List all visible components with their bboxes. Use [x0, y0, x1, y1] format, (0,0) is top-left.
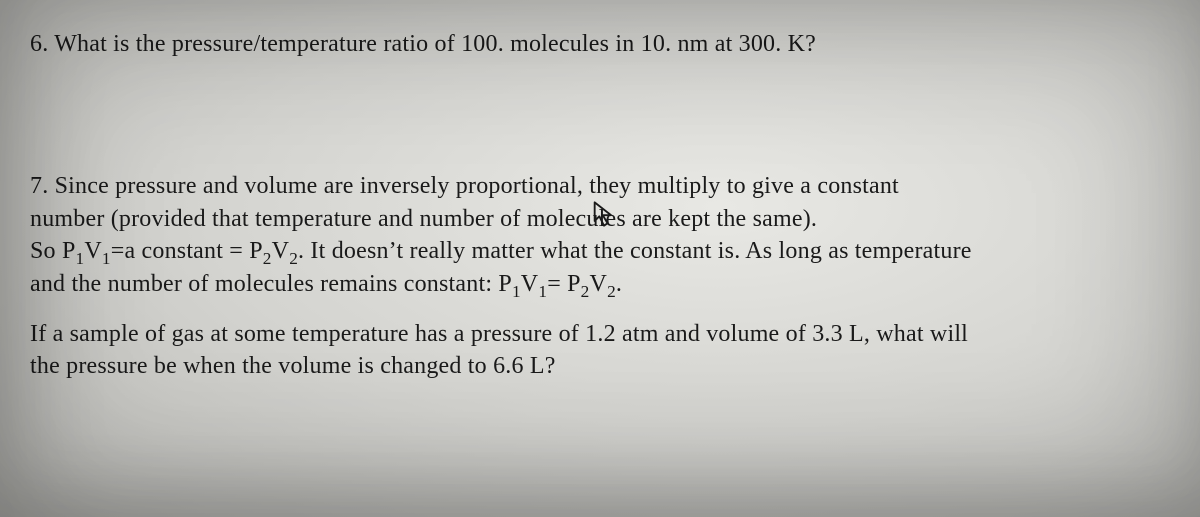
question-7-intro: 7. Since pressure and volume are inverse…	[30, 170, 1160, 300]
question-7: 7. Since pressure and volume are inverse…	[30, 170, 1160, 382]
question-7-number: 7.	[30, 173, 48, 199]
question-7-sub-line1: If a sample of gas at some temperature h…	[30, 321, 968, 347]
worksheet-page: 6. What is the pressure/temperature rati…	[0, 0, 1200, 421]
question-7-line3-pre: So P	[30, 238, 76, 264]
question-7-line3-mid2: =a constant = P	[111, 238, 263, 264]
question-7-sub-line2: the pressure be when the volume is chang…	[30, 353, 556, 379]
question-7-line4-post: .	[616, 271, 622, 297]
question-7-line1: Since pressure and volume are inversely …	[55, 173, 899, 199]
question-6-text: 6. What is the pressure/temperature rati…	[30, 28, 1160, 60]
subscript: 2	[607, 281, 616, 300]
question-7-line3-mid3: V	[272, 238, 290, 264]
question-7-line2: number (provided that temperature and nu…	[30, 206, 817, 232]
question-6-number: 6.	[30, 31, 48, 57]
subscript: 2	[581, 281, 590, 300]
question-7-line4-mid3: V	[590, 271, 608, 297]
question-7-line4-mid1: V	[521, 271, 539, 297]
subscript: 1	[512, 281, 521, 300]
subscript: 2	[289, 249, 298, 268]
question-7-line4-mid2: = P	[547, 271, 580, 297]
question-7-subquestion: If a sample of gas at some temperature h…	[30, 318, 1160, 383]
subscript: 1	[102, 249, 111, 268]
subscript: 2	[263, 249, 272, 268]
question-6-body: What is the pressure/temperature ratio o…	[54, 31, 816, 57]
subscript: 1	[538, 281, 547, 300]
question-7-line4-pre: and the number of molecules remains cons…	[30, 271, 512, 297]
question-7-line3-mid1: V	[84, 238, 102, 264]
question-7-line3-post: . It doesn’t really matter what the cons…	[298, 238, 972, 264]
question-6: 6. What is the pressure/temperature rati…	[30, 28, 1160, 60]
